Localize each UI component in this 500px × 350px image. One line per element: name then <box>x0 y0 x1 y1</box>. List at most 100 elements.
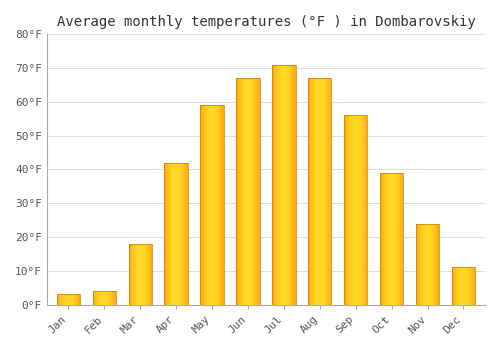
Bar <box>109 291 110 304</box>
Bar <box>238 78 240 304</box>
Title: Average monthly temperatures (°F ) in Dombarovskiy: Average monthly temperatures (°F ) in Do… <box>56 15 476 29</box>
Bar <box>206 105 208 304</box>
Bar <box>291 65 292 304</box>
Bar <box>365 116 366 304</box>
Bar <box>319 78 320 304</box>
Bar <box>272 65 273 304</box>
Bar <box>252 78 254 304</box>
Bar <box>140 244 141 304</box>
Bar <box>400 173 401 304</box>
Bar <box>311 78 312 304</box>
Bar <box>429 224 430 304</box>
Bar <box>284 65 286 304</box>
Bar <box>308 78 332 304</box>
Bar <box>212 105 213 304</box>
Bar <box>200 105 224 304</box>
Bar <box>328 78 329 304</box>
Bar <box>320 78 322 304</box>
Bar <box>418 224 419 304</box>
Bar <box>95 291 96 304</box>
Bar <box>98 291 99 304</box>
Bar <box>101 291 102 304</box>
Bar <box>360 116 361 304</box>
Bar <box>184 163 186 304</box>
Bar <box>354 116 355 304</box>
Bar <box>315 78 316 304</box>
Bar <box>462 267 464 304</box>
Bar <box>468 267 469 304</box>
Bar <box>96 291 98 304</box>
Bar <box>350 116 351 304</box>
Bar <box>210 105 212 304</box>
Bar <box>146 244 147 304</box>
Bar <box>164 163 188 304</box>
Bar <box>186 163 187 304</box>
Bar <box>351 116 352 304</box>
Bar <box>60 294 62 304</box>
Bar <box>200 105 201 304</box>
Bar <box>390 173 391 304</box>
Bar <box>222 105 223 304</box>
Bar <box>113 291 114 304</box>
Bar <box>92 291 94 304</box>
Bar <box>459 267 460 304</box>
Bar <box>423 224 424 304</box>
Bar <box>425 224 426 304</box>
Bar <box>436 224 437 304</box>
Bar <box>380 173 382 304</box>
Bar <box>292 65 293 304</box>
Bar <box>387 173 388 304</box>
Bar <box>295 65 296 304</box>
Bar <box>133 244 134 304</box>
Bar <box>346 116 347 304</box>
Bar <box>208 105 209 304</box>
Bar <box>323 78 324 304</box>
Bar <box>279 65 280 304</box>
Bar <box>276 65 277 304</box>
Bar <box>391 173 392 304</box>
Bar <box>288 65 290 304</box>
Bar <box>216 105 218 304</box>
Bar <box>249 78 250 304</box>
Bar <box>59 294 60 304</box>
Bar <box>136 244 137 304</box>
Bar <box>178 163 180 304</box>
Bar <box>310 78 311 304</box>
Bar <box>347 116 348 304</box>
Bar <box>73 294 74 304</box>
Bar <box>283 65 284 304</box>
Bar <box>469 267 470 304</box>
Bar <box>437 224 438 304</box>
Bar <box>471 267 472 304</box>
Bar <box>112 291 113 304</box>
Bar <box>359 116 360 304</box>
Bar <box>209 105 210 304</box>
Bar <box>470 267 471 304</box>
Bar <box>388 173 390 304</box>
Bar <box>219 105 220 304</box>
Bar <box>130 244 131 304</box>
Bar <box>460 267 461 304</box>
Bar <box>115 291 116 304</box>
Bar <box>72 294 73 304</box>
Bar <box>416 224 439 304</box>
Bar <box>69 294 70 304</box>
Bar <box>322 78 323 304</box>
Bar <box>242 78 244 304</box>
Bar <box>433 224 434 304</box>
Bar <box>401 173 402 304</box>
Bar <box>248 78 249 304</box>
Bar <box>105 291 106 304</box>
Bar <box>256 78 258 304</box>
Bar <box>104 291 105 304</box>
Bar <box>272 65 295 304</box>
Bar <box>258 78 259 304</box>
Bar <box>474 267 475 304</box>
Bar <box>128 244 130 304</box>
Bar <box>472 267 473 304</box>
Bar <box>430 224 432 304</box>
Bar <box>355 116 356 304</box>
Bar <box>180 163 181 304</box>
Bar <box>345 116 346 304</box>
Bar <box>326 78 327 304</box>
